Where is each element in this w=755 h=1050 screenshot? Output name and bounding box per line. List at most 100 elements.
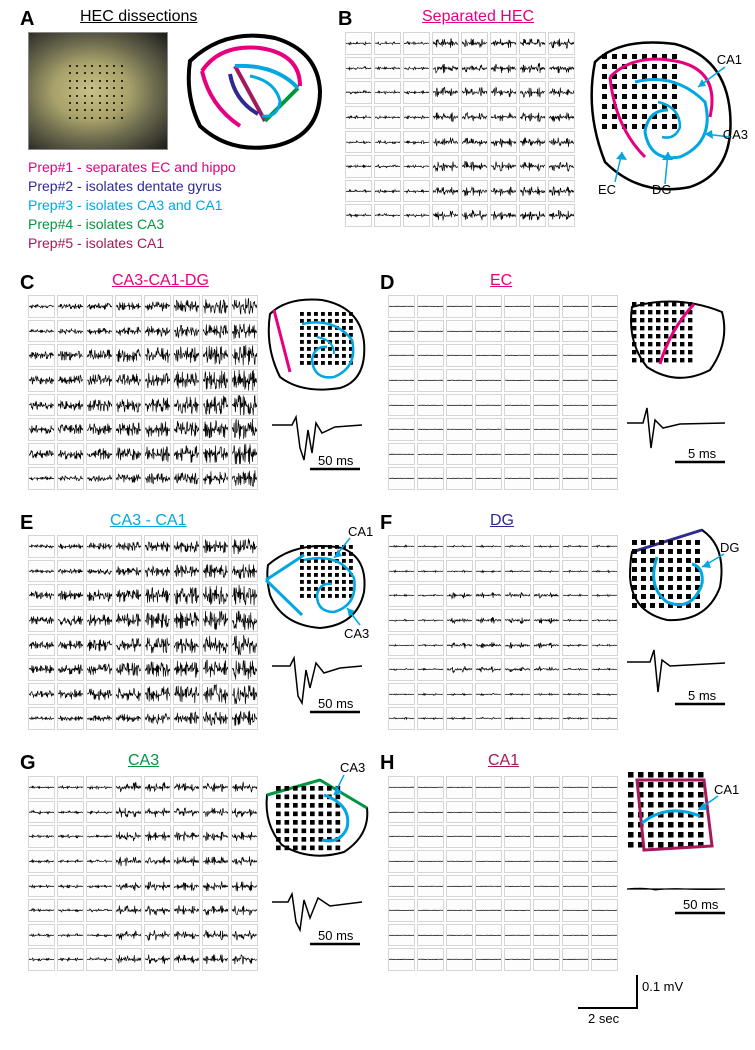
mea-channel [388,369,415,392]
mea-channel [446,634,473,657]
mea-channel [504,320,531,343]
panel-g-scale: 50 ms [318,928,353,943]
mea-channel [28,899,55,922]
mea-channel [231,535,258,558]
mea-channel [533,394,560,417]
mea-channel [86,560,113,583]
mea-channel [144,634,171,657]
panel-d-scale: 5 ms [688,446,716,461]
panel-d-inset: 5 ms [625,398,730,468]
mea-channel [591,443,618,466]
mea-channel [388,418,415,441]
mea-channel [144,801,171,824]
mea-channel [86,609,113,632]
mea-channel [57,776,84,799]
mea-channel [548,32,575,55]
panel-h-scale: 50 ms [683,897,718,912]
mea-channel [57,924,84,947]
mea-channel [231,825,258,848]
mea-channel [57,683,84,706]
mea-channel [173,658,200,681]
prep-1: Prep#1 - separates EC and hippo [28,158,236,177]
mea-channel [562,295,589,318]
mea-channel [519,32,546,55]
mea-channel [173,683,200,706]
mea-channel [490,57,517,80]
mea-channel [202,394,229,417]
mea-channel [417,825,444,848]
mea-channel [202,801,229,824]
mea-channel [144,850,171,873]
mea-channel [562,948,589,971]
mea-channel [86,344,113,367]
mea-channel [144,443,171,466]
panel-f-inset: 5 ms [625,640,730,710]
mea-channel [403,57,430,80]
panel-h-mea [388,776,618,971]
mea-channel [86,394,113,417]
panel-e-title: CA3 - CA1 [110,512,186,530]
mea-channel [504,369,531,392]
mea-channel [28,320,55,343]
mea-channel [591,875,618,898]
mea-channel [144,825,171,848]
mea-channel [374,155,401,178]
mea-channel [173,418,200,441]
mea-channel [504,776,531,799]
mea-channel [504,467,531,490]
mea-channel [533,875,560,898]
mea-channel [417,443,444,466]
mea-channel [533,825,560,848]
time-scale: 2 sec [588,1011,619,1026]
mea-channel [202,658,229,681]
mea-channel [417,418,444,441]
mea-channel [57,634,84,657]
mea-channel [504,584,531,607]
panel-f-letter: F [380,512,392,535]
panel-h-inset: 50 ms [625,875,730,925]
panel-e-inset: 50 ms [270,648,365,718]
mea-channel [144,344,171,367]
mea-channel [417,344,444,367]
panel-d-title: EC [490,272,512,290]
mea-channel [562,924,589,947]
mea-channel [533,948,560,971]
mea-channel [115,560,142,583]
mea-channel [345,155,372,178]
panel-d-mea [388,295,618,490]
label-ca1-h: CA1 [714,782,739,797]
mea-channel [231,394,258,417]
mea-channel [533,683,560,706]
mea-channel [388,584,415,607]
mea-channel [591,295,618,318]
mea-channel [231,707,258,730]
mea-channel [231,634,258,657]
mea-channel [417,320,444,343]
mea-channel [533,924,560,947]
mea-channel [562,683,589,706]
mea-channel [231,467,258,490]
mea-channel [202,634,229,657]
mea-channel [562,825,589,848]
mea-channel [86,948,113,971]
mea-channel [504,658,531,681]
mea-channel [231,295,258,318]
label-ca3: CA3 [723,127,748,142]
mea-channel [173,875,200,898]
mea-channel [461,57,488,80]
mea-channel [231,560,258,583]
mea-channel [490,81,517,104]
panel-d-letter: D [380,272,394,295]
mea-channel [388,875,415,898]
mea-channel [28,369,55,392]
mea-channel [144,609,171,632]
mea-channel [475,948,502,971]
mea-channel [231,948,258,971]
mea-channel [388,850,415,873]
mea-channel [173,467,200,490]
mea-channel [475,899,502,922]
mea-channel [173,707,200,730]
mea-channel [446,560,473,583]
mea-channel [144,875,171,898]
mea-channel [28,875,55,898]
